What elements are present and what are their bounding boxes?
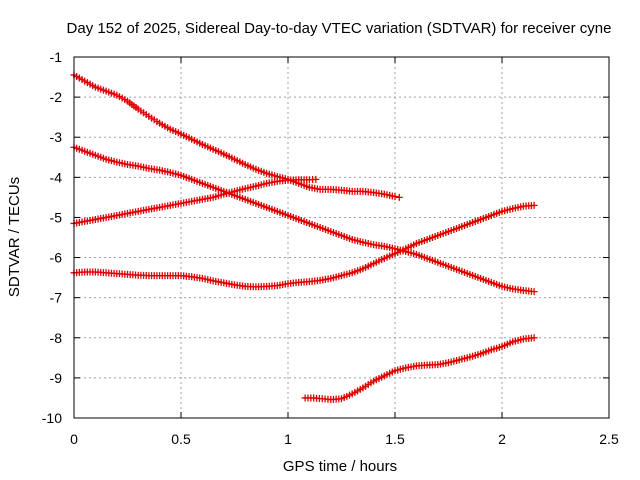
series-track-4 (70, 201, 538, 291)
x-tick-label: 2 (498, 431, 506, 447)
y-tick-label: -1 (50, 49, 63, 65)
y-tick-label: -7 (50, 290, 63, 306)
y-tick-label: -8 (50, 330, 63, 346)
x-tick-label: 2.5 (599, 431, 619, 447)
series-track-3 (70, 175, 320, 227)
data-point (391, 193, 399, 201)
y-tick-label: -9 (50, 370, 63, 386)
series-track-1 (70, 71, 403, 201)
series-track-5 (301, 334, 538, 404)
data-point (395, 193, 403, 201)
x-axis-label: GPS time / hours (283, 458, 397, 475)
y-tick-label: -3 (50, 129, 63, 145)
y-tick-label: -6 (50, 250, 63, 266)
x-tick-label: 1 (284, 431, 292, 447)
y-tick-label: -2 (50, 89, 63, 105)
y-tick-label: -5 (50, 209, 63, 225)
y-tick-label: -10 (42, 410, 62, 426)
data-point (312, 175, 320, 183)
y-tick-label: -4 (50, 169, 63, 185)
data-point (530, 201, 538, 209)
y-axis-label: SDTVAR / TECUs (6, 177, 23, 297)
axis-layer: 0 0.5 1 1.5 2 2.5 -10 -9 -8 -7 -6 -5 -4 -3 -2 -1 (42, 49, 619, 447)
plot-frame (73, 56, 610, 419)
data-point (530, 288, 538, 296)
x-tick-label: 0 (70, 431, 78, 447)
data-point (530, 334, 538, 342)
grid-layer (74, 57, 609, 418)
x-tick-label: 0.5 (171, 431, 191, 447)
chart-title: Day 152 of 2025, Sidereal Day-to-day VTE… (67, 20, 612, 37)
series-track-2 (70, 143, 538, 296)
data-layer (70, 71, 538, 404)
x-tick-label: 1.5 (385, 431, 405, 447)
